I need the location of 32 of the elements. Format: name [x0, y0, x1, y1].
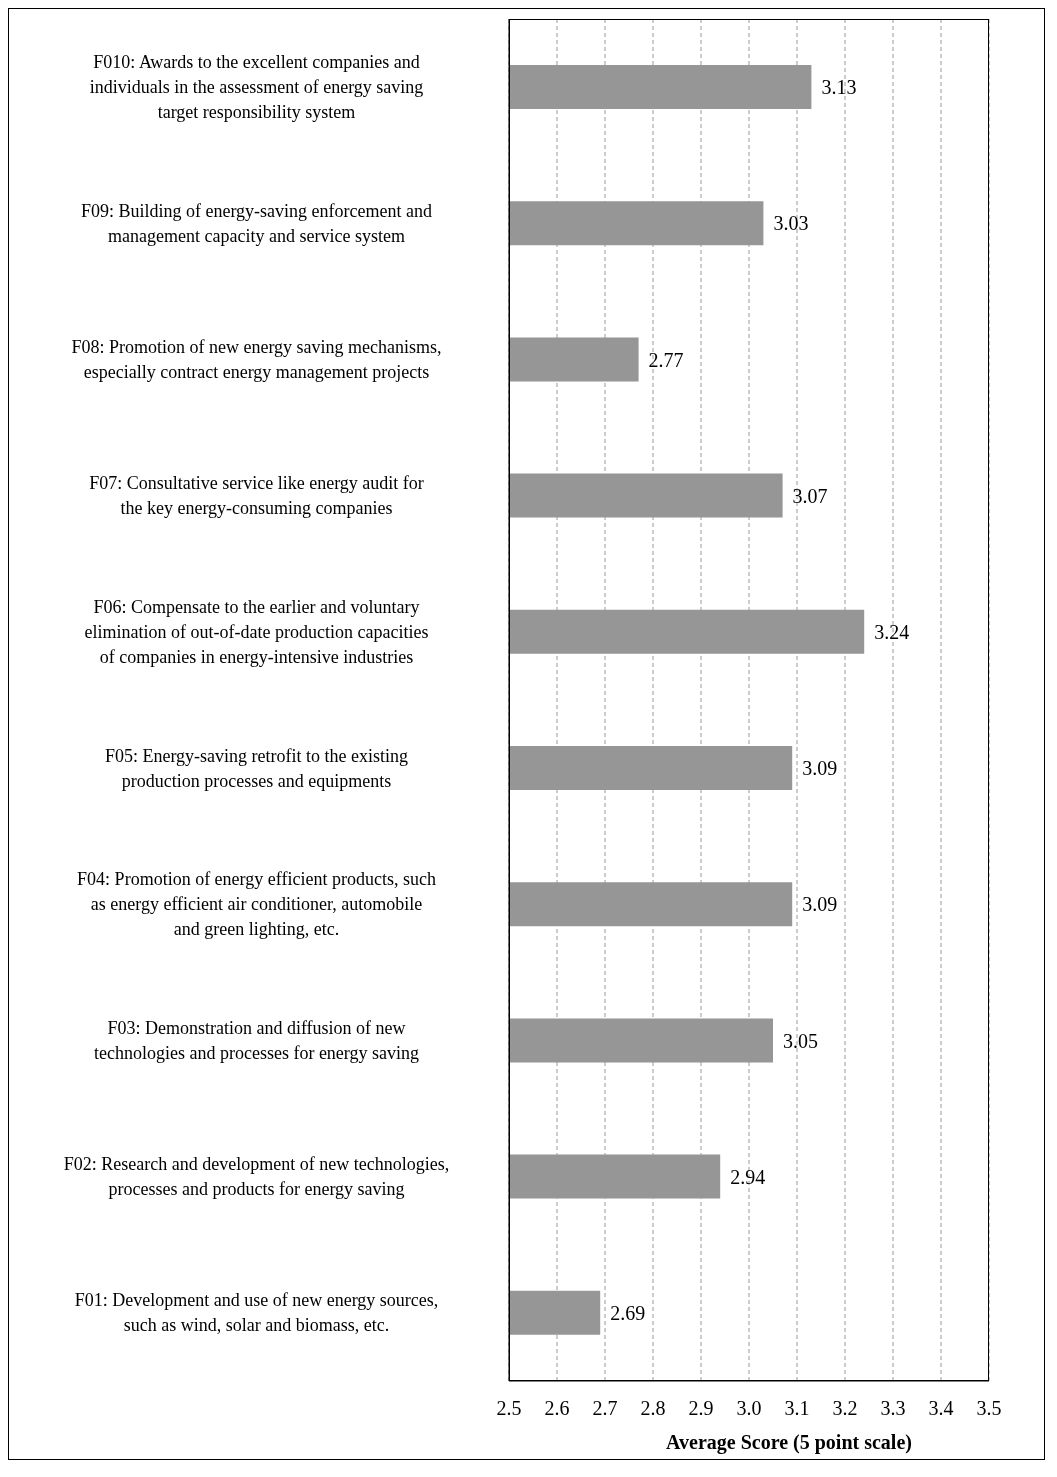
- x-tick-label: 3.4: [928, 1397, 954, 1420]
- x-tick-label: 3.5: [976, 1397, 1002, 1420]
- data-label: 3.03: [773, 212, 809, 235]
- data-label: 3.09: [802, 893, 838, 916]
- x-tick-label: 3.0: [736, 1397, 762, 1420]
- y-tick-label: F07: Consultative service like energy audit for the key energy-consuming companies: [89, 473, 424, 519]
- y-tick-label: F09: Building of energy-saving enforcement and management capacity and service system: [80, 200, 433, 246]
- y-tick-label: F010: Awards to the excellent companies and individuals in the assessment of energy saving target responsibility system: [89, 52, 424, 123]
- data-label: 2.94: [730, 1165, 766, 1188]
- y-tick-label: F02: Research and development of new technologies, processes and products for energy saving: [63, 1154, 450, 1200]
- data-label: 3.07: [792, 484, 828, 507]
- y-tick-label: F08: Promotion of new energy saving mechanisms, especially contract energy management projects: [71, 337, 442, 382]
- data-label: 3.13: [821, 76, 857, 99]
- y-tick-label: F03: Demonstration and diffusion of new technologies and processes for energy saving: [93, 1018, 420, 1063]
- x-tick-label: 3.2: [832, 1397, 858, 1420]
- x-tick-label: 2.5: [496, 1397, 522, 1420]
- y-tick-label: F04: Promotion of energy efficient products, such as energy efficient air conditioner, automobile and green lighting, etc.: [77, 869, 436, 940]
- x-tick-label: 2.6: [544, 1397, 570, 1420]
- x-tick-label: 2.9: [688, 1397, 714, 1420]
- data-label: 3.05: [783, 1029, 818, 1052]
- y-tick-label: F06: Compensate to the earlier and voluntary elimination of out-of-date production capacities of companies in energy-intensive industries: [84, 596, 429, 667]
- x-tick-label: 2.8: [640, 1397, 666, 1420]
- x-axis-title: Average Score (5 point scale): [666, 1431, 912, 1454]
- data-label: 2.69: [610, 1301, 646, 1324]
- data-label: 3.09: [802, 757, 838, 780]
- y-tick-label: F05: Energy-saving retrofit to the existing production processes and equipments: [104, 745, 409, 791]
- x-tick-label: 3.1: [784, 1397, 810, 1420]
- x-tick-label: 3.3: [880, 1397, 906, 1420]
- data-label: 3.24: [874, 620, 910, 643]
- y-tick-label: F01: Development and use of new energy sources, such as wind, solar and biomass, etc.: [74, 1290, 439, 1336]
- x-tick-label: 2.7: [592, 1397, 618, 1420]
- data-label: 2.77: [648, 348, 684, 371]
